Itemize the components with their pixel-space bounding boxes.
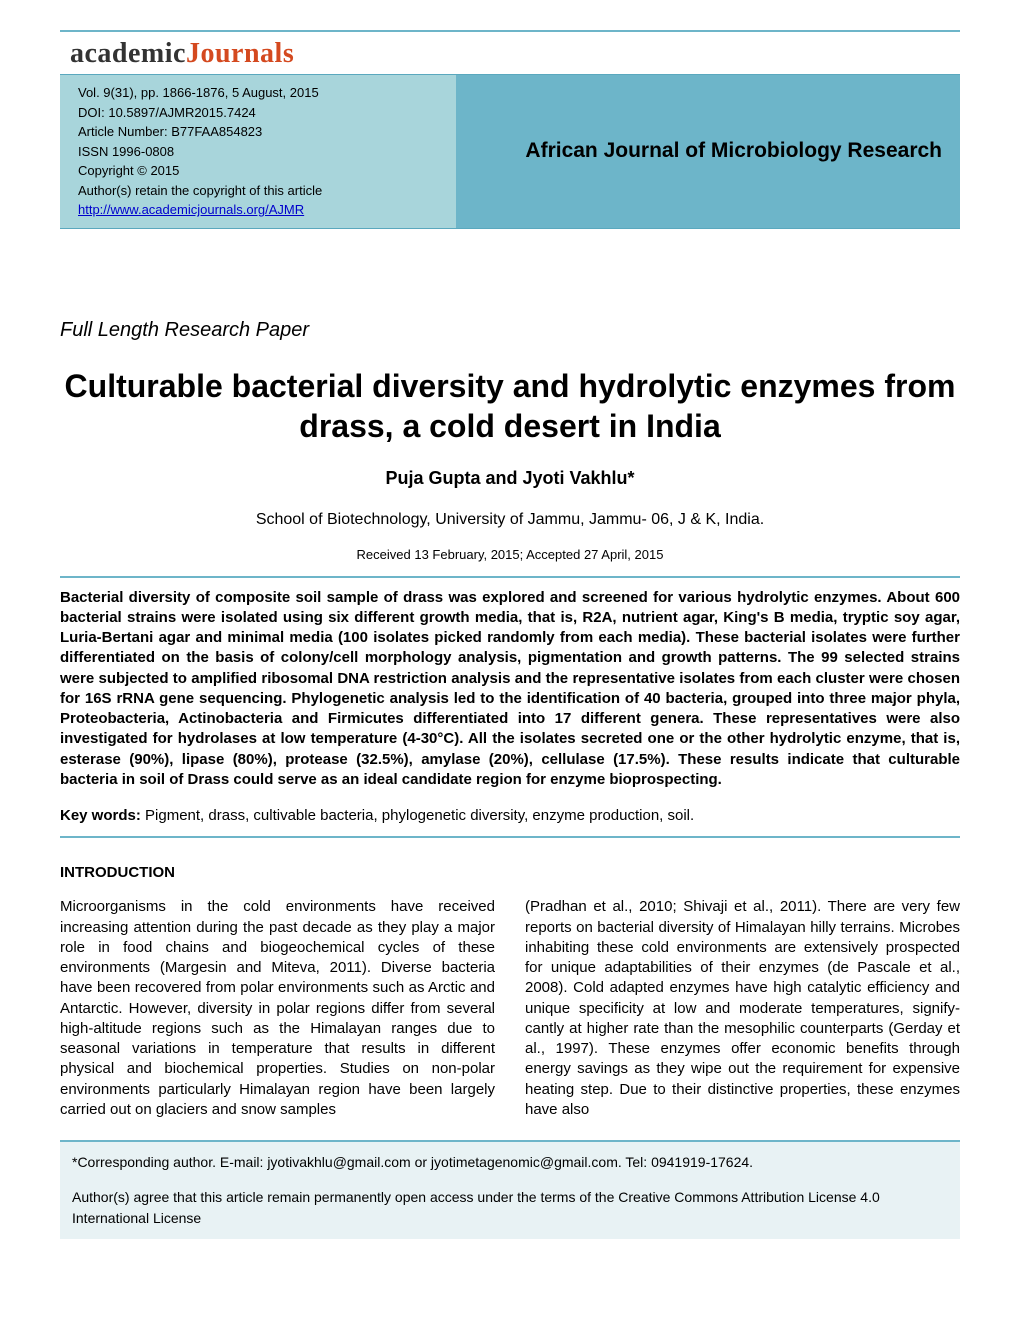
journal-name: African Journal of Microbiology Research: [525, 139, 942, 163]
logo-part1: academic: [70, 38, 186, 69]
authors: Puja Gupta and Jyoti Vakhlu*: [60, 468, 960, 489]
copyright: Copyright © 2015: [78, 161, 438, 181]
intro-column-1: Microorganisms in the cold environments …: [60, 897, 495, 1120]
rights: Author(s) retain the copyright of this a…: [78, 181, 438, 201]
license-statement: Author(s) agree that this article remain…: [72, 1187, 948, 1229]
top-rule: [60, 30, 960, 32]
header-journal-name: African Journal of Microbiology Research: [456, 75, 960, 228]
issn: ISSN 1996-0808: [78, 142, 438, 162]
introduction-heading: INTRODUCTION: [60, 864, 960, 881]
received-accepted-dates: Received 13 February, 2015; Accepted 27 …: [60, 547, 960, 562]
affiliation: School of Biotechnology, University of J…: [60, 511, 960, 529]
header-box: Vol. 9(31), pp. 1866-1876, 5 August, 201…: [60, 74, 960, 229]
footer-separator: [72, 1173, 948, 1187]
doi: DOI: 10.5897/AJMR2015.7424: [78, 103, 438, 123]
introduction-body: Microorganisms in the cold environments …: [60, 897, 960, 1120]
footer-box: *Corresponding author. E-mail: jyotivakh…: [60, 1140, 960, 1239]
keywords-label: Key words:: [60, 807, 141, 824]
article-number: Article Number: B77FAA854823: [78, 122, 438, 142]
journal-url-link[interactable]: http://www.academicjournals.org/AJMR: [78, 202, 304, 217]
intro-column-2: (Pradhan et al., 2010; Shivaji et al., 2…: [525, 897, 960, 1120]
header-metadata: Vol. 9(31), pp. 1866-1876, 5 August, 201…: [60, 75, 456, 228]
abstract-section: Bacterial diversity of composite soil sa…: [60, 576, 960, 839]
corresponding-author: *Corresponding author. E-mail: jyotivakh…: [72, 1152, 948, 1173]
abstract-text: Bacterial diversity of composite soil sa…: [60, 588, 960, 791]
volume-info: Vol. 9(31), pp. 1866-1876, 5 August, 201…: [78, 83, 438, 103]
publisher-logo: academicJournals: [60, 38, 960, 70]
keywords-text: Pigment, drass, cultivable bacteria, phy…: [141, 807, 694, 824]
keywords: Key words: Pigment, drass, cultivable ba…: [60, 806, 960, 826]
paper-type: Full Length Research Paper: [60, 319, 960, 342]
license-prefix: Author(s) agree that this article remain…: [72, 1189, 618, 1205]
logo-part2: Journals: [186, 38, 294, 69]
paper-title: Culturable bacterial diversity and hydro…: [60, 366, 960, 446]
